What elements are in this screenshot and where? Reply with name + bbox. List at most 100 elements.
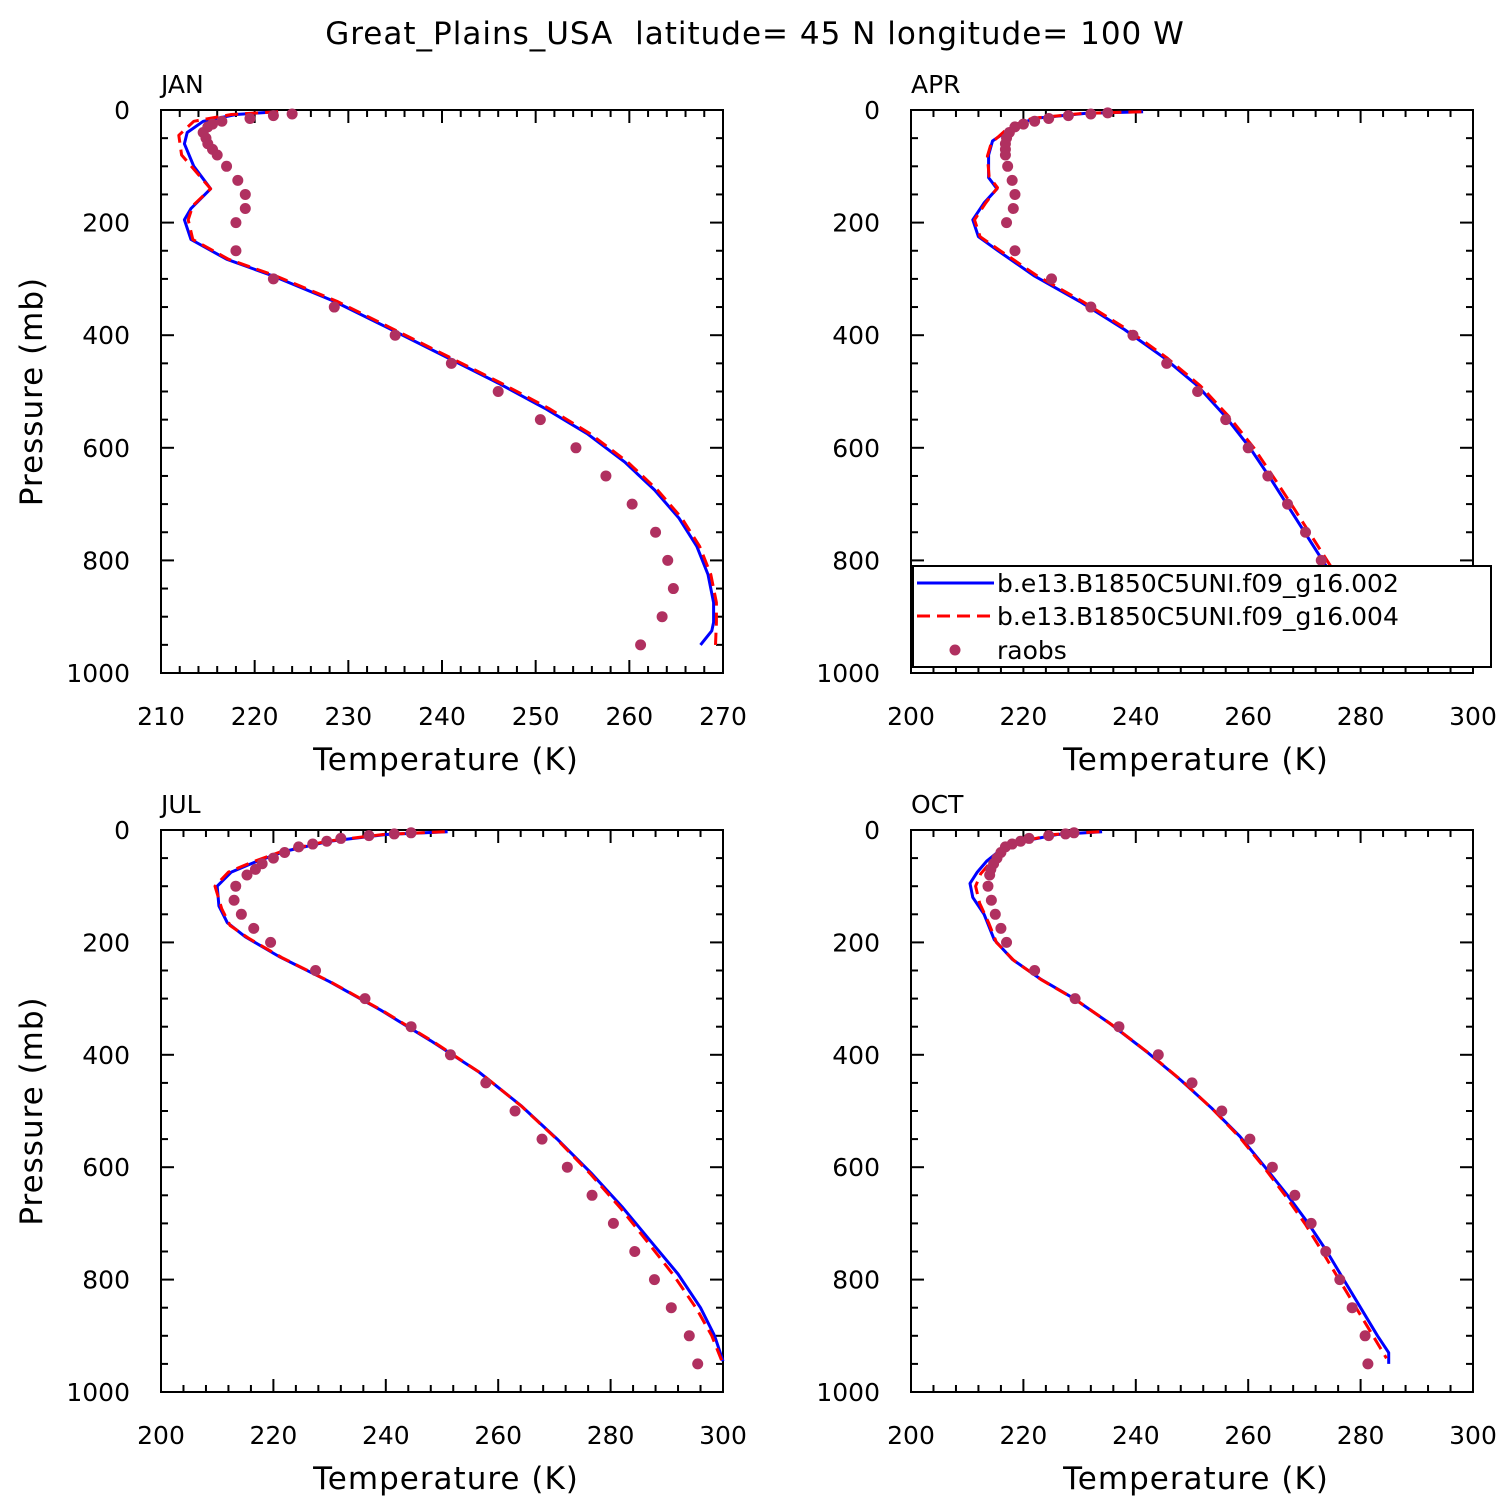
raobs-marker [662,554,674,566]
raobs-marker [310,965,322,976]
raobs-marker [1161,357,1173,369]
series-line-004 [213,830,724,1362]
raobs-marker [221,160,233,172]
x-tick-label: 220 [1000,1421,1048,1450]
raobs-marker [1009,245,1021,257]
raobs-marker [265,936,277,948]
raobs-marker [1192,386,1204,397]
y-tick-label: 0 [864,96,880,125]
y-tick-label: 1000 [816,659,880,688]
series-line-002 [215,830,725,1362]
raobs-marker [211,149,223,161]
x-tick-label: 280 [1337,702,1385,731]
x-tick-label: 240 [362,1421,410,1450]
x-tick-label: 240 [1112,1421,1160,1450]
raobs-marker [600,470,612,482]
y-tick-label: 200 [832,209,880,238]
x-tick-label: 260 [1224,702,1272,731]
panel-oct: OCT 200 220 240 260 280 300 0 200 400 600 800 1000 Te… [816,790,1496,1497]
raobs-marker [248,922,260,934]
raobs-marker [230,880,242,892]
raobs-marker [405,1021,417,1033]
x-tick-label: 200 [137,1421,185,1450]
panel-title: JAN [159,70,204,99]
panel-title: OCT [911,790,964,819]
panel-title: JUL [159,790,201,819]
raobs-marker [561,1161,573,1173]
legend-label: b.e13.B1850C5UNI.f09_g16.002 [997,569,1399,598]
raobs-marker [607,1217,619,1229]
x-tick-label: 300 [1449,1421,1497,1450]
raobs-marker [1029,965,1041,976]
raobs-marker [235,908,247,920]
panel-title: APR [911,70,961,99]
raobs-marker [444,1049,456,1061]
series-line-002 [182,110,716,646]
raobs-marker [1062,110,1074,122]
raobs-marker [1043,830,1055,842]
y-tick-label: 1000 [66,659,130,688]
raobs-marker [656,611,668,623]
x-tick-label: 240 [1112,702,1160,731]
raobs-marker [635,639,647,651]
y-tick-label: 0 [114,816,130,845]
raobs-marker [1015,835,1027,847]
panel-jan: JAN 210 220 230 240 250 260 270 0 200 400 600 800 100… [14,70,747,778]
panel-apr: APR 200 220 240 260 280 300 0 200 400 600 800 1000 Te… [816,70,1496,778]
raobs-marker [1315,554,1327,566]
raobs-marker [1006,174,1018,186]
y-tick-label: 400 [82,321,130,350]
series-line-002 [971,110,1374,646]
x-tick-label: 220 [250,1421,298,1450]
raobs-marker [359,993,371,1005]
series-line-002 [968,830,1391,1364]
raobs-marker [1300,526,1312,538]
x-tick-label: 220 [231,702,279,731]
raobs-marker [586,1189,598,1201]
raobs-marker [241,869,253,881]
legend-swatch-marker [949,644,961,656]
raobs-marker [985,894,997,906]
raobs-marker [995,922,1007,934]
raobs-marker [492,386,504,397]
panels: JAN 210 220 230 240 250 260 270 0 200 400 600 800 100… [14,70,1497,1497]
raobs-marker [1085,108,1097,120]
raobs-marker [1068,827,1080,839]
y-tick-label: 800 [82,546,130,575]
x-tick-label: 230 [324,702,372,731]
raobs-marker [388,828,400,840]
series-line-004 [177,110,718,645]
raobs-marker [1046,273,1057,285]
raobs-marker [244,112,256,124]
series-line-004 [973,110,1372,640]
y-tick-label: 800 [832,546,880,575]
y-tick-label: 200 [832,928,880,957]
raobs-marker [480,1077,492,1089]
y-tick-label: 800 [82,1266,130,1295]
x-tick-label: 240 [418,702,466,731]
raobs-marker [232,174,244,186]
y-axis-label: Pressure (mb) [14,996,50,1225]
panel-jul: JUL 200 220 240 260 280 300 0 200 400 600 800 1000 Te… [14,790,747,1497]
legend-box [912,565,1492,668]
x-tick-label: 300 [699,1421,747,1450]
x-tick-label: 260 [474,1421,522,1450]
x-tick-label: 250 [512,702,560,731]
raobs-marker [1060,828,1072,840]
raobs-marker [293,841,305,853]
raobs-marker [267,852,279,864]
raobs-marker [216,115,228,127]
raobs-marker [1320,1246,1332,1257]
y-tick-label: 200 [82,928,130,957]
x-tick-label: 280 [587,1421,635,1450]
raobs-marker [230,217,242,229]
raobs-marker [1220,414,1232,426]
raobs-marker [999,149,1011,161]
raobs-marker [239,188,251,200]
x-tick-label: 200 [887,1421,935,1450]
y-tick-label: 600 [82,1153,130,1182]
raobs-marker [1127,329,1139,341]
y-axis-label: Pressure (mb) [14,277,50,506]
raobs-marker [1152,1049,1164,1061]
raobs-marker [286,108,298,120]
